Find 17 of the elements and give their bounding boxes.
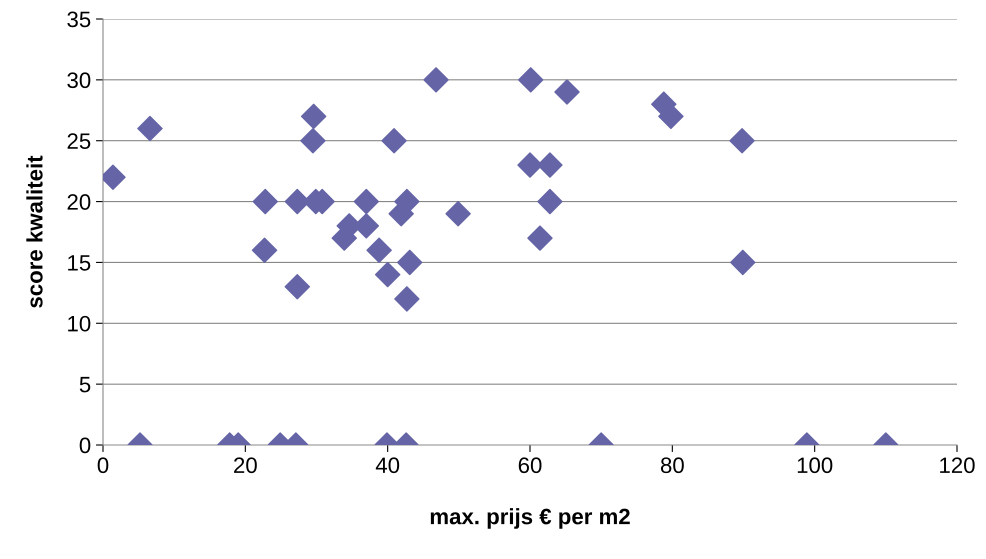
y-tick-label: 25 [68, 133, 90, 149]
x-tick-label: 0 [98, 457, 108, 474]
x-tick-label: 80 [660, 457, 684, 474]
x-tick-label: 60 [518, 457, 542, 474]
y-tick-label: 10 [68, 316, 90, 332]
x-tick-label: 40 [376, 457, 400, 474]
y-axis-title: score kwaliteit [26, 156, 43, 308]
y-tick-label: 20 [68, 194, 90, 210]
y-tick-label: 5 [80, 376, 90, 392]
x-axis-title: max. prijs € per m2 [430, 508, 630, 529]
x-tick-label: 120 [940, 457, 975, 474]
x-tick-label: 20 [234, 457, 257, 474]
y-tick-label: 30 [67, 72, 90, 88]
y-tick-label: 15 [68, 255, 90, 271]
y-tick-label: 35 [67, 12, 90, 28]
y-tick-label: 0 [80, 438, 90, 454]
x-tick-label: 100 [798, 457, 832, 474]
